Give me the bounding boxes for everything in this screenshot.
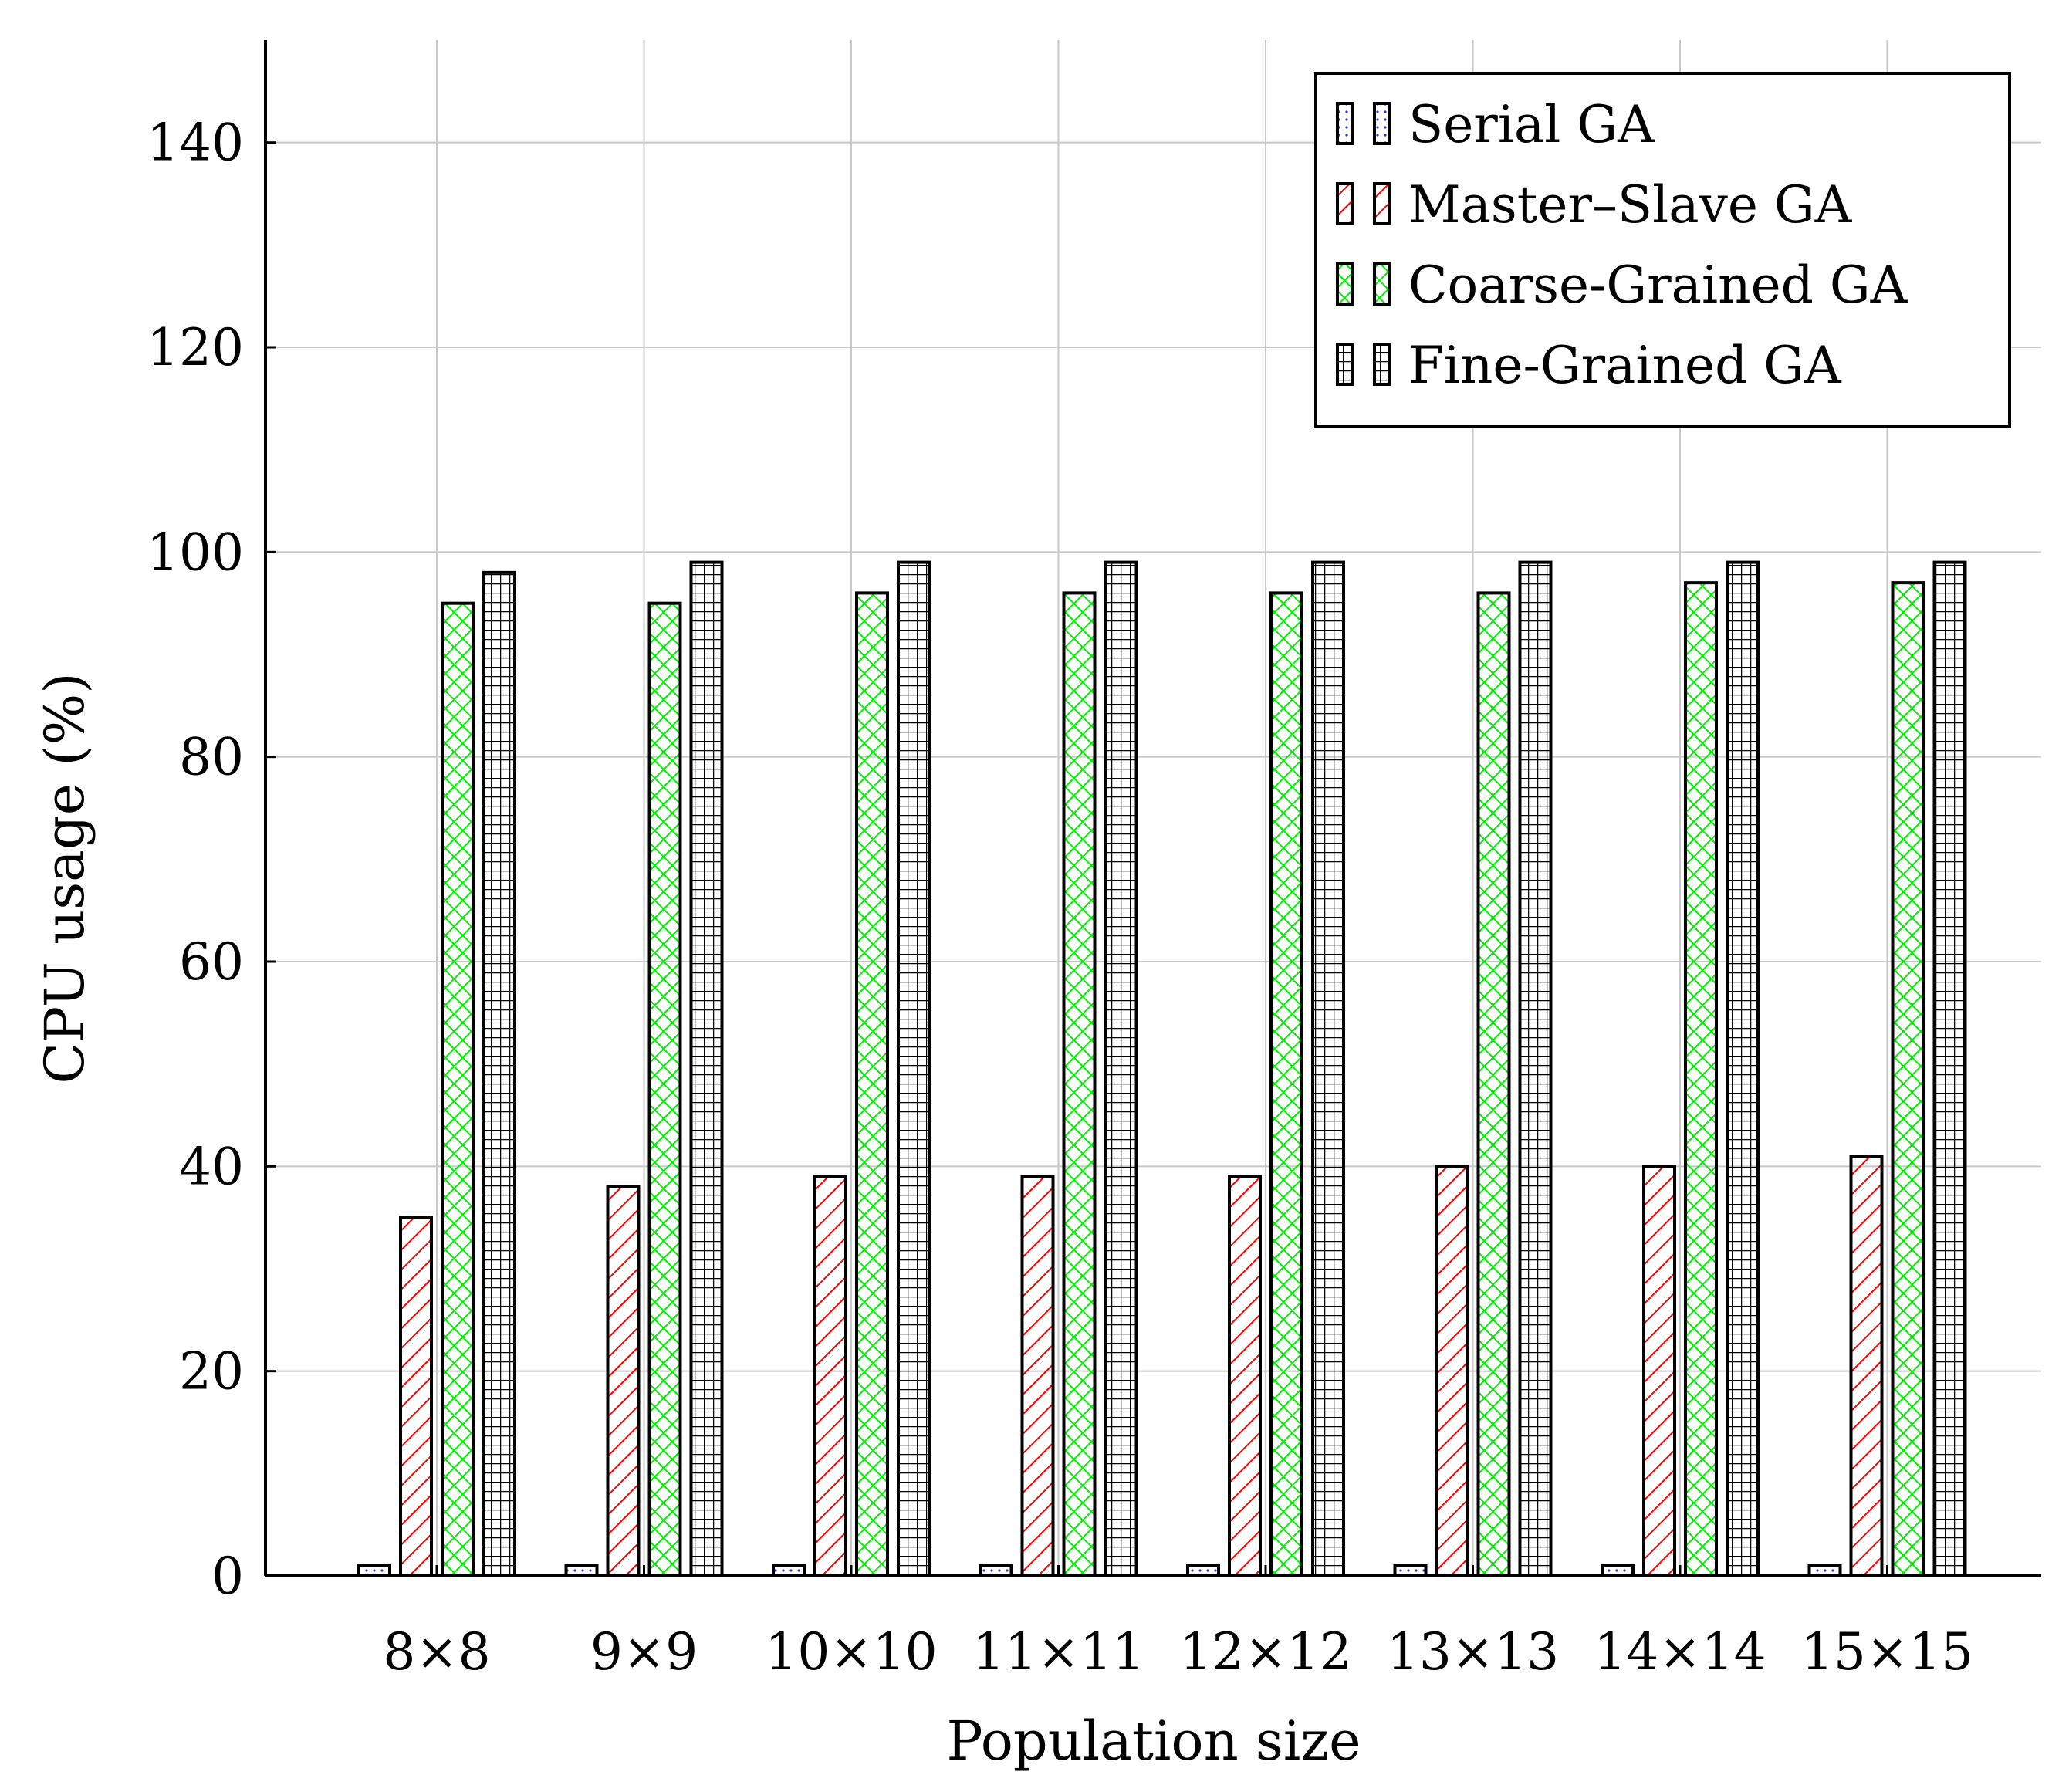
bar-coarse-grained-ga-6	[1684, 581, 1718, 1578]
bar-fine-grained-ga-6	[1726, 560, 1760, 1577]
legend-swatch-master-slave-ga-b	[1373, 182, 1391, 225]
y-tick-label: 20	[179, 1342, 244, 1401]
y-tick-label: 60	[179, 932, 244, 992]
gridlines	[265, 40, 2041, 1577]
bar-coarse-grained-ga-5	[1476, 591, 1511, 1577]
legend: Serial GA Master–Slave GA Coarse-Grained G…	[1314, 72, 2011, 428]
y-tick-label: 140	[147, 113, 244, 173]
legend-swatch-coarse-grained-ga-b	[1373, 262, 1391, 306]
y-tick-label: 120	[147, 318, 244, 377]
bar-coarse-grained-ga-2	[855, 591, 889, 1577]
x-tick-label: 14×14	[1594, 1622, 1766, 1682]
legend-swatch-serial-ga-b	[1373, 102, 1391, 145]
bar-master-slave-ga-0	[399, 1216, 433, 1577]
bar-coarse-grained-ga-0	[441, 601, 475, 1578]
x-tick-label: 15×15	[1801, 1622, 1973, 1682]
bar-master-slave-ga-3	[1020, 1175, 1055, 1577]
bar-coarse-grained-ga-3	[1062, 591, 1097, 1577]
tick-labels: 0 20 40 60 80 100 120 140 8×8 9×9 10×10 11×11 12×12 1…	[147, 113, 1973, 1682]
bar-fine-grained-ga-3	[1104, 560, 1138, 1577]
bar-fine-grained-ga-5	[1518, 560, 1553, 1577]
y-tick-label: 40	[179, 1137, 244, 1196]
legend-swatch-coarse-grained-ga-a	[1336, 262, 1354, 306]
legend-box	[1314, 72, 2011, 428]
x-tick-label: 11×11	[972, 1622, 1144, 1682]
legend-swatch-serial-ga-a	[1336, 102, 1354, 145]
bar-fine-grained-ga-0	[482, 570, 516, 1577]
legend-label-serial-ga: Serial GA	[1408, 95, 1655, 154]
x-tick-label: 8×8	[383, 1622, 490, 1682]
legend-label-coarse-grained-ga: Coarse-Grained GA	[1408, 255, 1908, 315]
axes	[264, 40, 2041, 1577]
bar-coarse-grained-ga-7	[1891, 581, 1925, 1578]
bar-coarse-grained-ga-4	[1269, 591, 1303, 1577]
bar-fine-grained-ga-4	[1311, 560, 1345, 1577]
bar-fine-grained-ga-1	[689, 560, 724, 1577]
bar-master-slave-ga-5	[1435, 1165, 1469, 1578]
y-tick-label: 0	[211, 1547, 244, 1606]
bar-master-slave-ga-4	[1228, 1175, 1262, 1577]
legend-label-fine-grained-ga: Fine-Grained GA	[1408, 336, 1842, 395]
bar-master-slave-ga-1	[606, 1185, 641, 1578]
bar-fine-grained-ga-2	[897, 560, 931, 1577]
bar-fine-grained-ga-7	[1932, 560, 1967, 1577]
x-tick-label: 10×10	[765, 1622, 937, 1682]
x-tick-label: 9×9	[590, 1622, 698, 1682]
x-tick-label: 13×13	[1387, 1622, 1559, 1682]
x-tick-label: 12×12	[1179, 1622, 1351, 1682]
bars	[357, 560, 1967, 1578]
legend-swatch-fine-grained-ga-a	[1336, 343, 1354, 386]
bar-master-slave-ga-7	[1849, 1155, 1884, 1577]
x-axis-title: Population size	[946, 1709, 1361, 1773]
y-axis-title: CPU usage (%)	[33, 672, 96, 1084]
bar-master-slave-ga-2	[813, 1175, 847, 1577]
bar-master-slave-ga-6	[1642, 1165, 1676, 1578]
legend-swatch-master-slave-ga-a	[1336, 182, 1354, 225]
y-tick-label: 80	[179, 728, 244, 787]
y-tick-label: 100	[147, 522, 244, 582]
bar-coarse-grained-ga-1	[647, 601, 682, 1578]
legend-swatch-fine-grained-ga-b	[1373, 343, 1391, 386]
legend-label-master-slave-ga: Master–Slave GA	[1408, 175, 1853, 235]
